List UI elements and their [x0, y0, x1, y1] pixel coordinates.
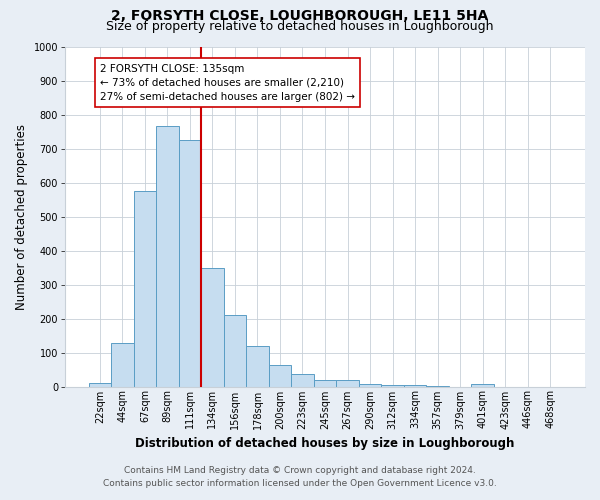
- Bar: [111, 343, 134, 386]
- Bar: [201, 268, 224, 386]
- Bar: [381, 385, 404, 386]
- Text: 2, FORSYTH CLOSE, LOUGHBOROUGH, LE11 5HA: 2, FORSYTH CLOSE, LOUGHBOROUGH, LE11 5HA: [112, 9, 488, 23]
- Bar: [156, 126, 179, 386]
- Bar: [134, 191, 156, 386]
- Bar: [224, 315, 246, 386]
- Bar: [472, 384, 494, 386]
- Bar: [89, 383, 111, 386]
- Text: 2 FORSYTH CLOSE: 135sqm
← 73% of detached houses are smaller (2,210)
27% of semi: 2 FORSYTH CLOSE: 135sqm ← 73% of detache…: [100, 64, 355, 102]
- Bar: [269, 366, 291, 386]
- Bar: [179, 140, 201, 386]
- Bar: [246, 346, 269, 387]
- Bar: [359, 384, 381, 386]
- Bar: [336, 380, 359, 386]
- X-axis label: Distribution of detached houses by size in Loughborough: Distribution of detached houses by size …: [136, 437, 515, 450]
- Y-axis label: Number of detached properties: Number of detached properties: [15, 124, 28, 310]
- Text: Contains HM Land Registry data © Crown copyright and database right 2024.
Contai: Contains HM Land Registry data © Crown c…: [103, 466, 497, 487]
- Bar: [291, 374, 314, 386]
- Bar: [314, 380, 336, 386]
- Text: Size of property relative to detached houses in Loughborough: Size of property relative to detached ho…: [106, 20, 494, 33]
